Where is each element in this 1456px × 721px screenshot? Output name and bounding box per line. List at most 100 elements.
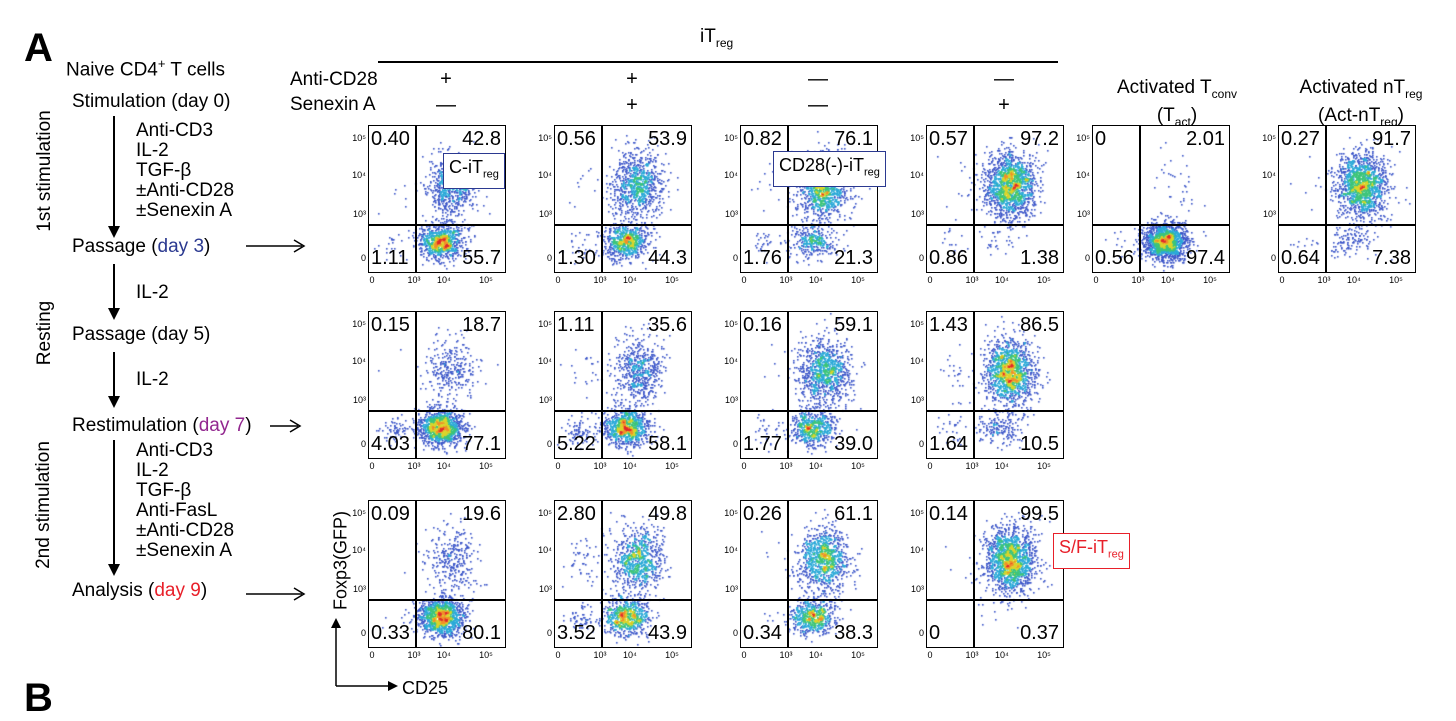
gate-horizontal-line — [927, 410, 1063, 412]
quadrant-ll-value: 5.22 — [557, 433, 596, 455]
quadrant-lr-value: 7.38 — [1372, 247, 1411, 269]
y-tick-label: 0 — [918, 439, 924, 449]
flow-plot: 0.40 42.8 1.11 55.7 — [368, 125, 506, 273]
quadrant-ll-value: 1.64 — [929, 433, 968, 455]
x-tick-label: 10⁵ — [1037, 650, 1051, 660]
x-tick-label: 10⁴ — [437, 275, 451, 285]
y-tick-label: 10⁵ — [538, 133, 552, 143]
x-tick-label: 10⁵ — [1037, 275, 1051, 285]
x-tick-label: 0 — [741, 650, 747, 660]
flow-plot: 0.16 59.1 1.77 39.0 — [740, 311, 878, 459]
flow-plot-density — [1279, 126, 1415, 272]
reagent-1st-item: ±Senexin A — [136, 200, 232, 221]
quadrant-ur-value: 19.6 — [462, 503, 501, 525]
panel-letter-b: B — [24, 676, 53, 720]
y-tick-label: 10⁴ — [538, 170, 552, 180]
y-tick-label: 10⁴ — [1076, 170, 1090, 180]
quadrant-lr-value: 39.0 — [834, 433, 873, 455]
flow-plot-density — [741, 126, 877, 272]
quadrant-ur-value: 86.5 — [1020, 314, 1059, 336]
flow-plot-density — [1093, 126, 1229, 272]
anti-cd28-sign: — — [808, 68, 828, 90]
reagent-2nd-item: TGF-β — [136, 480, 192, 501]
quadrant-lr-value: 55.7 — [462, 247, 501, 269]
gate-horizontal-line — [369, 410, 505, 412]
x-tick-label: 0 — [369, 650, 375, 660]
x-axis-label: CD25 — [402, 678, 449, 698]
flow-plot: 0.82 76.1 1.76 21.3 — [740, 125, 878, 273]
x-tick-label: 10³ — [965, 461, 979, 471]
x-tick-label: 10³ — [593, 275, 607, 285]
y-tick-label: 10³ — [538, 584, 552, 594]
quadrant-ur-value: 35.6 — [648, 314, 687, 336]
x-tick-label: 10⁵ — [665, 650, 679, 660]
cd28-itreg-tag: CD28(-)-iTreg — [773, 151, 886, 187]
gate-vertical-line — [973, 312, 975, 458]
y-tick-label: 10⁵ — [910, 319, 924, 329]
x-tick-label: 10⁴ — [809, 275, 823, 285]
arrow-day3 — [246, 239, 306, 253]
il2-resting-1: IL-2 — [136, 282, 169, 303]
anti-cd28-sign: + — [440, 68, 452, 90]
y-tick-label: 0 — [918, 628, 924, 638]
y-axis-label: Foxp3(GFP) — [330, 510, 351, 611]
x-tick-label: 10⁵ — [665, 461, 679, 471]
quadrant-ll-value: 1.30 — [557, 247, 596, 269]
y-tick-label: 10⁵ — [910, 133, 924, 143]
gate-vertical-line — [601, 312, 603, 458]
reagents-2nd: Anti-CD3 IL-2 TGF-β Anti-FasL ±Anti-CD28 ±Sen… — [136, 441, 234, 561]
reagent-2nd-item: Anti-CD3 — [136, 440, 214, 461]
x-tick-label: 10³ — [779, 275, 793, 285]
senexin-sign: + — [998, 94, 1010, 116]
gate-horizontal-line — [1093, 224, 1229, 226]
gate-vertical-line — [787, 501, 789, 647]
quadrant-ul-value: 0.82 — [743, 128, 782, 150]
x-tick-label: 0 — [1279, 275, 1285, 285]
flow-plot: 1.11 35.6 5.22 58.1 — [554, 311, 692, 459]
quadrant-ur-value: 99.5 — [1020, 503, 1059, 525]
flow-plot: 0.14 99.5 0 0.37 — [926, 500, 1064, 648]
quadrant-lr-value: 10.5 — [1020, 433, 1059, 455]
y-tick-label: 10³ — [538, 209, 552, 219]
quadrant-ur-value: 91.7 — [1372, 128, 1411, 150]
y-tick-label: 0 — [546, 439, 552, 449]
itreg-header: iTreg — [700, 26, 734, 50]
gate-horizontal-line — [741, 599, 877, 601]
stimulation-day0: Stimulation (day 0) — [72, 91, 231, 112]
gate-horizontal-line — [555, 224, 691, 226]
y-tick-label: 10⁴ — [910, 545, 924, 555]
reagent-2nd-item: ±Anti-CD28 — [136, 520, 235, 541]
gate-vertical-line — [1139, 126, 1141, 272]
gate-horizontal-line — [741, 410, 877, 412]
gate-vertical-line — [973, 501, 975, 647]
quadrant-ur-value: 97.2 — [1020, 128, 1059, 150]
flow-plot: 0.57 97.2 0.86 1.38 — [926, 125, 1064, 273]
quadrant-ur-value: 61.1 — [834, 503, 873, 525]
reagent-2nd-item: IL-2 — [136, 460, 169, 481]
x-tick-label: 10⁴ — [809, 461, 823, 471]
quadrant-ul-value: 0.27 — [1281, 128, 1320, 150]
quadrant-lr-value: 80.1 — [462, 622, 501, 644]
y-tick-label: 10⁴ — [1262, 170, 1276, 180]
flow-plot: 0.15 18.7 4.03 77.1 — [368, 311, 506, 459]
gate-vertical-line — [415, 501, 417, 647]
quadrant-ul-value: 1.11 — [557, 314, 595, 336]
y-tick-label: 10⁵ — [724, 133, 738, 143]
analysis-day9: Analysis (day 9) — [72, 580, 208, 601]
gate-horizontal-line — [927, 224, 1063, 226]
gate-horizontal-line — [555, 410, 691, 412]
anti-cd28-sign: — — [994, 68, 1014, 90]
x-tick-label: 10⁵ — [851, 275, 865, 285]
quadrant-ur-value: 42.8 — [462, 128, 501, 150]
y-tick-label: 10³ — [1076, 209, 1090, 219]
y-tick-label: 10⁴ — [352, 545, 366, 555]
quadrant-ll-value: 1.11 — [371, 247, 409, 269]
x-tick-label: 0 — [927, 275, 933, 285]
quadrant-lr-value: 0.37 — [1020, 622, 1059, 644]
quadrant-ll-value: 0.86 — [929, 247, 968, 269]
reagent-1st-item: TGF-β — [136, 160, 192, 181]
flow-plot: 2.80 49.8 3.52 43.9 — [554, 500, 692, 648]
senexin-row-label: Senexin A — [290, 94, 376, 115]
quadrant-lr-value: 38.3 — [834, 622, 873, 644]
anti-cd28-row-label: Anti-CD28 — [290, 69, 378, 90]
